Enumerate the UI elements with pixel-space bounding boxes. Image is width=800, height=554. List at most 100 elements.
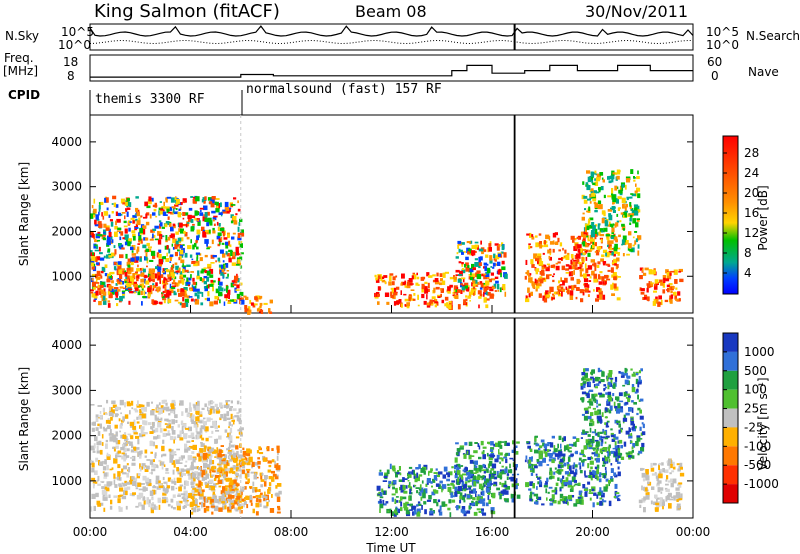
velocity-echo-cell (256, 497, 259, 503)
velocity-echo-cell (268, 476, 273, 480)
power-echo-cell (131, 230, 136, 234)
power-echo-cell (103, 231, 106, 234)
power-echo-cell (583, 195, 588, 199)
power-echo-cell (163, 294, 167, 298)
power-echo-cell (610, 267, 614, 273)
velocity-echo-cell (216, 447, 219, 453)
velocity-echo-cell (104, 413, 108, 416)
velocity-echo-cell (118, 477, 122, 481)
velocity-echo-cell (589, 457, 594, 460)
velocity-echo-cell (481, 451, 485, 455)
velocity-echo-cell (140, 450, 143, 455)
velocity-echo-cell (103, 484, 107, 487)
power-echo-cell (120, 281, 125, 285)
power-echo-cell (178, 228, 182, 232)
power-echo-cell (103, 255, 106, 259)
velocity-echo-cell (588, 475, 591, 478)
power-echo-cell (90, 291, 94, 294)
power-echo-cell (578, 261, 582, 265)
velocity-echo-cell (610, 379, 613, 384)
power-echo-cell (164, 268, 168, 271)
velocity-echo-cell (655, 502, 660, 506)
power-echo-cell (535, 268, 540, 272)
velocity-echo-cell (571, 485, 574, 490)
power-echo-cell (216, 204, 219, 209)
power-echo-cell (194, 218, 198, 221)
velocity-echo-cell (662, 499, 665, 504)
power-echo-cell (182, 274, 187, 278)
velocity-echo-cell (567, 464, 571, 466)
power-echo-cell (219, 281, 223, 286)
power-echo-cell (145, 252, 148, 258)
power-echo-cell (452, 294, 456, 297)
velocity-echo-cell (576, 499, 579, 503)
velocity-ytick-label: 4000 (51, 338, 82, 352)
power-echo-cell (590, 259, 595, 263)
power-echo-cell (465, 266, 470, 272)
power-echo-cell (122, 237, 125, 240)
velocity-echo-cell (516, 441, 520, 444)
velocity-echo-cell (461, 496, 466, 501)
power-echo-cell (543, 266, 548, 269)
velocity-echo-cell (223, 463, 228, 469)
power-echo-cell (208, 284, 210, 289)
power-echo-cell (145, 248, 149, 252)
velocity-echo-cell (665, 479, 668, 482)
power-echo-cell (180, 254, 184, 258)
velocity-echo-cell (179, 400, 184, 406)
power-echo-cell (602, 179, 605, 183)
velocity-echo-cell (421, 489, 426, 494)
velocity-echo-cell (560, 478, 562, 483)
power-echo-cell (469, 300, 471, 302)
velocity-echo-cell (593, 492, 597, 496)
power-echo-cell (97, 287, 102, 291)
power-echo-cell (232, 215, 237, 221)
velocity-echo-cell (150, 426, 153, 430)
velocity-colorbar-tick-label: 1000 (744, 345, 775, 359)
power-echo-cell (206, 247, 210, 250)
power-echo-cell (152, 254, 156, 259)
velocity-echo-cell (146, 465, 150, 470)
velocity-echo-cell (143, 465, 146, 470)
velocity-echo-cell (196, 434, 200, 439)
power-echo-cell (137, 289, 141, 296)
velocity-echo-cell (433, 472, 438, 474)
power-echo-cell (483, 262, 488, 266)
velocity-echo-cell (246, 448, 251, 453)
power-echo-cell (383, 275, 388, 278)
velocity-echo-cell (210, 425, 214, 428)
velocity-echo-cell (229, 435, 233, 441)
power-echo-cell (622, 228, 625, 231)
velocity-echo-cell (203, 508, 207, 513)
velocity-echo-cell (208, 436, 213, 438)
velocity-echo-cell (192, 507, 197, 513)
velocity-echo-cell (449, 491, 454, 494)
velocity-echo-cell (151, 468, 156, 472)
power-echo-cell (169, 256, 172, 262)
velocity-echo-cell (96, 500, 101, 505)
velocity-echo-cell (599, 369, 602, 372)
power-echo-cell (206, 231, 209, 235)
power-echo-cell (617, 264, 619, 268)
power-echo-cell (153, 208, 157, 212)
velocity-echo-cell (259, 472, 263, 476)
velocity-echo-cell (638, 399, 641, 402)
power-echo-cell (607, 264, 611, 267)
velocity-echo-cell (190, 432, 195, 437)
velocity-echo-cell (481, 508, 484, 512)
power-echo-cell (187, 245, 192, 250)
power-echo-cell (121, 212, 126, 214)
velocity-echo-cell (252, 496, 256, 499)
power-echo-cell (207, 246, 212, 248)
power-echo-cell (100, 289, 105, 295)
velocity-echo-cell (205, 498, 208, 503)
power-echo-cell (193, 263, 198, 267)
velocity-echo-cell (144, 468, 149, 472)
power-echo-cell (480, 240, 482, 245)
velocity-echo-cell (198, 467, 202, 471)
power-echo-cell (204, 196, 207, 201)
power-echo-cell (581, 232, 583, 238)
velocity-echo-cell (117, 450, 122, 454)
power-echo-cell (152, 233, 154, 239)
velocity-echo-cell (479, 467, 482, 473)
